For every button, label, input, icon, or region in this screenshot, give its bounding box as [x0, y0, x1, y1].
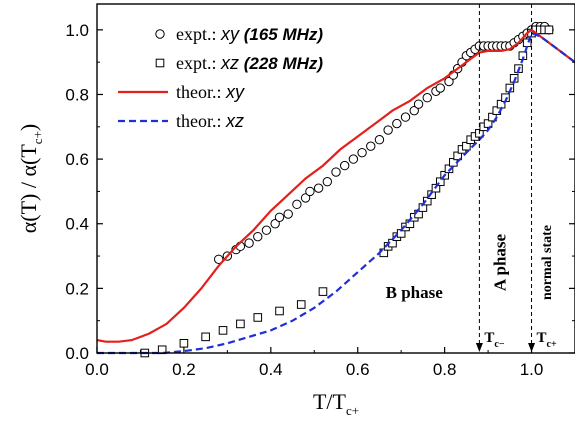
y-tick-label: 0.8	[65, 85, 89, 104]
data-point-circle	[413, 99, 424, 109]
data-point-circle	[339, 160, 350, 171]
legend-label: theor.: xz	[176, 111, 244, 131]
data-point-circle	[270, 219, 280, 229]
series-line	[97, 31, 575, 355]
boundary-label: Tc+	[537, 330, 557, 350]
data-point-circle	[331, 167, 341, 177]
data-point-circle	[213, 254, 224, 264]
data-point-circle	[322, 177, 333, 187]
legend-label: expt.: xy (165 MHz)	[176, 24, 323, 44]
data-point-square	[236, 319, 245, 329]
series-layer	[96, 21, 575, 358]
plot-frame	[96, 3, 575, 354]
legend: expt.: xy (165 MHz) expt.: xz (228 MHz) th…	[118, 24, 323, 131]
data-point-square	[253, 313, 263, 322]
data-point-circle	[283, 209, 293, 219]
data-point-circle	[392, 118, 402, 129]
x-tick-label: 0.6	[346, 360, 370, 379]
data-point-square	[296, 300, 306, 309]
data-point-square	[179, 339, 189, 348]
data-point-circle	[366, 141, 376, 151]
data-point-circle	[409, 105, 419, 116]
region-label-normal-state: normal state	[540, 225, 555, 300]
boundary-label: Tc−	[484, 330, 504, 350]
data-point-circle	[253, 231, 263, 242]
y-tick-label: 0.2	[65, 279, 89, 298]
data-point-circle	[444, 76, 454, 87]
axis-ticks: 0.0 0.2 0.4 0.6 0.8 1.0 0.0 0.2 0.4 0.6 0.8 1.0	[65, 21, 575, 379]
data-point-square	[462, 141, 471, 151]
data-point-square	[544, 25, 554, 35]
data-point-square	[453, 151, 462, 161]
region-labels: B phase A phase normal state	[386, 225, 555, 302]
data-point-square	[318, 287, 328, 296]
data-point-square	[275, 306, 284, 316]
data-point-square	[435, 177, 445, 187]
data-point-circle	[244, 238, 254, 248]
legend-marker-square	[155, 58, 165, 68]
legend-label: theor.: xy	[176, 82, 245, 102]
data-point-circle	[383, 125, 393, 135]
x-axis-label: T/Tc+	[313, 389, 359, 418]
series-line	[96, 28, 575, 343]
x-tick-label: 0.0	[85, 360, 109, 379]
x-tick-label: 0.4	[259, 360, 283, 379]
data-point-circle	[374, 135, 385, 145]
data-point-circle	[435, 83, 445, 93]
data-point-square	[422, 196, 432, 206]
boundary-arrow	[475, 343, 483, 352]
x-tick-label: 0.8	[433, 360, 457, 379]
data-point-circle	[305, 186, 315, 197]
region-label-b-phase: B phase	[386, 283, 444, 302]
legend-marker-circle	[155, 29, 165, 39]
y-tick-label: 0.0	[65, 344, 89, 363]
data-point-square	[201, 332, 210, 342]
data-point-circle	[313, 183, 324, 193]
data-point-circle	[261, 225, 272, 235]
legend-label: expt.: xz (228 MHz)	[176, 53, 323, 73]
data-point-square	[483, 119, 493, 128]
y-tick-label: 1.0	[65, 21, 89, 40]
data-point-circle	[422, 93, 432, 103]
data-point-square	[218, 326, 228, 335]
y-tick-label: 0.4	[65, 215, 89, 234]
region-label-a-phase: A phase	[490, 233, 509, 291]
data-point-circle	[348, 154, 359, 164]
data-point-circle	[274, 212, 285, 222]
x-tick-label: 1.0	[520, 360, 544, 379]
data-point-circle	[400, 112, 411, 122]
x-tick-label: 0.2	[172, 360, 196, 379]
phase-boundaries: Tc− Tc+	[475, 4, 557, 352]
data-point-square	[444, 164, 454, 174]
y-tick-label: 0.6	[65, 150, 89, 169]
data-point-circle	[357, 147, 367, 158]
data-point-square	[427, 190, 436, 199]
y-axis-label: α(T) / α(Tc+)	[16, 124, 45, 233]
data-point-circle	[300, 193, 311, 203]
data-point-circle	[292, 199, 302, 210]
